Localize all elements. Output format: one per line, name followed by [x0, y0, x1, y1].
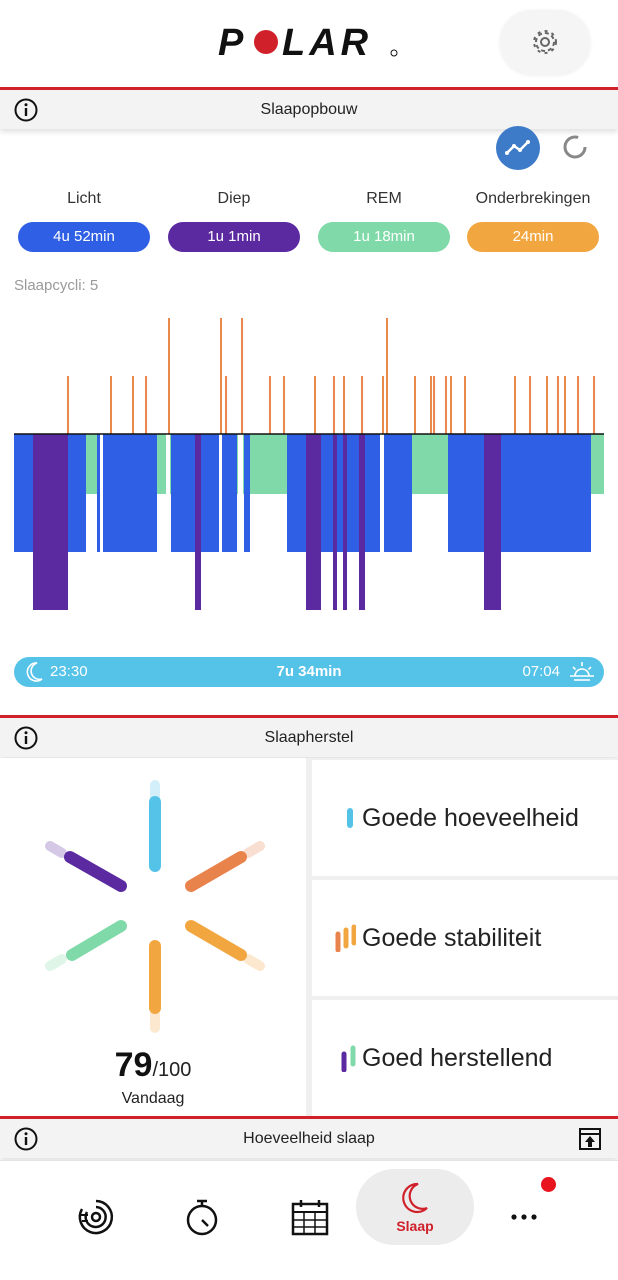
- recovery-item-regeneration[interactable]: Goed herstellend: [312, 1000, 618, 1116]
- sleep-timeline: 23:30 7u 34min 07:04: [14, 657, 604, 687]
- cycle-view-toggle-icon[interactable]: [560, 132, 590, 162]
- nav-activity[interactable]: [46, 1157, 146, 1277]
- info-icon[interactable]: [14, 726, 38, 750]
- nav-training[interactable]: [152, 1157, 252, 1277]
- sleep-score-flower-icon: [45, 780, 265, 1033]
- polar-logo: P LAR: [218, 22, 398, 62]
- calendar-icon: [291, 1200, 329, 1236]
- sleep-structure-bar: Slaapopbouw: [0, 87, 618, 129]
- activity-rings-icon: [78, 1199, 114, 1235]
- hypnogram-chart: [14, 318, 604, 610]
- recovery-item-label: Goede stabiliteit: [362, 924, 542, 952]
- phase-label: Licht: [67, 190, 101, 207]
- moon-icon: [402, 1182, 428, 1213]
- sleep-recovery-bar: Slaapherstel: [0, 715, 618, 757]
- phase-value: 24min: [467, 222, 599, 252]
- sunrise-icon: [570, 662, 594, 681]
- sleep-score-card[interactable]: 79/100 Vandaag: [0, 758, 306, 1118]
- bottom-navigation: Slaap: [0, 1160, 618, 1280]
- more-dots-icon: [511, 1214, 537, 1220]
- stopwatch-icon: [186, 1199, 218, 1236]
- recovery-item-stability[interactable]: Goede stabiliteit: [312, 880, 618, 996]
- nav-sleep[interactable]: [356, 1169, 474, 1245]
- phase-value: 1u 1min: [168, 222, 300, 252]
- info-icon[interactable]: [14, 98, 38, 122]
- phase-value: 1u 18min: [318, 222, 450, 252]
- sleep-score-max: /100: [152, 1059, 192, 1081]
- sleep-score: 79/100: [0, 1046, 306, 1085]
- phase-interruptions: Onderbrekingen 24min: [467, 190, 599, 252]
- nav-more[interactable]: [474, 1157, 574, 1277]
- nav-sleep-label: Slaap: [396, 1218, 434, 1234]
- recovery-item-label: Goed herstellend: [362, 1044, 553, 1072]
- graph-view-toggle[interactable]: [496, 126, 540, 170]
- line-chart-icon: [505, 140, 530, 155]
- sleep-end-time: 07:04: [522, 663, 560, 680]
- deep-sleep-blocks: [33, 434, 501, 610]
- sleep-score-label: Vandaag: [121, 1090, 185, 1107]
- recovery-item-label: Goede hoeveelheid: [362, 804, 579, 832]
- phase-label: REM: [366, 190, 402, 207]
- interruption-spikes: [67, 318, 595, 434]
- nav-calendar[interactable]: [260, 1157, 360, 1277]
- settings-button[interactable]: [500, 10, 590, 74]
- amount-bar-icon: [347, 808, 353, 828]
- stability-bars-icon: [335, 924, 356, 952]
- phase-label: Onderbrekingen: [475, 190, 591, 207]
- notification-dot: [541, 1177, 556, 1192]
- sleep-start-time: 23:30: [50, 663, 88, 680]
- gear-icon: [533, 30, 557, 54]
- phase-rem: REM 1u 18min: [318, 190, 450, 252]
- section-title: Slaapherstel: [264, 729, 354, 746]
- sleep-duration: 7u 34min: [276, 663, 342, 680]
- sleep-amount-bar: Hoeveelheid slaap: [0, 1116, 618, 1158]
- regeneration-bars-icon: [341, 1045, 356, 1072]
- phase-label: Diep: [217, 190, 251, 207]
- awake-gaps: [100, 434, 384, 610]
- section-title: Slaapopbouw: [260, 101, 358, 118]
- share-icon[interactable]: [578, 1127, 602, 1151]
- svg-text:P: P: [218, 22, 245, 62]
- phase-light: Licht 4u 52min: [18, 190, 150, 252]
- sleep-cycles-label: Slaapcycli: 5: [14, 277, 99, 294]
- moon-icon: [26, 662, 43, 682]
- sleep-score-value: 79: [114, 1046, 153, 1084]
- phase-value: 4u 52min: [18, 222, 150, 252]
- section-title: Hoeveelheid slaap: [243, 1130, 375, 1147]
- phase-deep: Diep 1u 1min: [168, 190, 300, 252]
- app-header: P LAR: [0, 0, 618, 88]
- svg-text:LAR: LAR: [282, 22, 372, 62]
- info-icon[interactable]: [14, 1127, 38, 1151]
- recovery-item-amount[interactable]: Goede hoeveelheid: [312, 760, 618, 876]
